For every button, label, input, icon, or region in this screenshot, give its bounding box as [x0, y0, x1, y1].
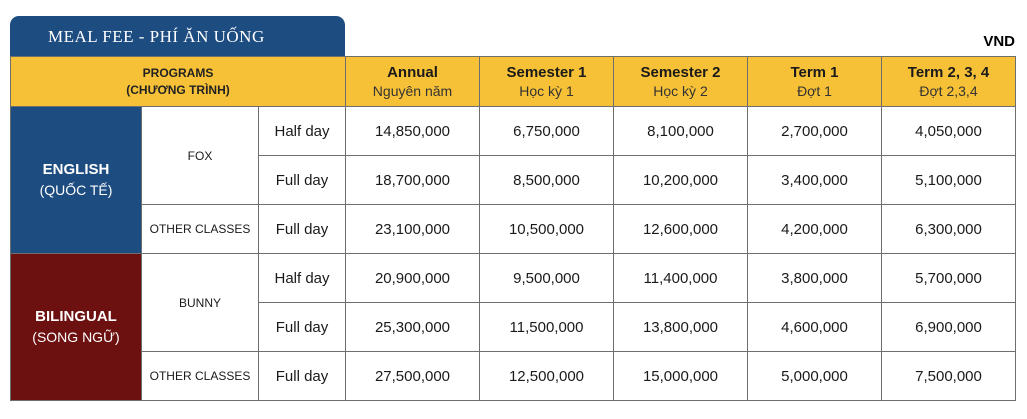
- column-header-sub: Học kỳ 1: [519, 82, 574, 99]
- fee-cell: 5,700,000: [881, 253, 1016, 303]
- column-header: Term 2, 3, 4 Đợt 2,3,4: [881, 56, 1016, 107]
- fee-cell: 6,750,000: [479, 106, 614, 156]
- column-header-sub: Học kỳ 2: [653, 82, 708, 99]
- fee-cell: 7,500,000: [881, 351, 1016, 401]
- fee-cell: 8,100,000: [613, 106, 748, 156]
- class-name: BUNNY: [141, 253, 259, 352]
- fee-cell: 23,100,000: [345, 204, 480, 254]
- fee-cell: 5,100,000: [881, 155, 1016, 205]
- fee-cell: 14,850,000: [345, 106, 480, 156]
- programs-header-label: PROGRAMS: [142, 65, 214, 80]
- class-name: OTHER CLASSES: [141, 351, 259, 401]
- programs-header: PROGRAMS (CHƯƠNG TRÌNH): [10, 56, 346, 107]
- table-row: OTHER CLASSES Full day 23,100,000 10,500…: [11, 204, 1016, 254]
- column-header: Semester 1 Học kỳ 1: [479, 56, 614, 107]
- duration-cell: Full day: [258, 351, 346, 401]
- fee-cell: 11,500,000: [479, 302, 614, 352]
- column-header-label: Annual: [387, 63, 438, 81]
- duration-cell: Full day: [258, 155, 346, 205]
- fee-cell: 13,800,000: [613, 302, 748, 352]
- group-sub: (SONG NGỮ): [32, 329, 120, 345]
- fee-cell: 10,200,000: [613, 155, 748, 205]
- fee-cell: 11,400,000: [613, 253, 748, 303]
- currency-label: VND: [983, 33, 1015, 50]
- fee-cell: 15,000,000: [613, 351, 748, 401]
- fee-cell: 12,500,000: [479, 351, 614, 401]
- meal-fee-table: PROGRAMS (CHƯƠNG TRÌNH) Annual Nguyên nă…: [10, 56, 1016, 401]
- fee-cell: 6,300,000: [881, 204, 1016, 254]
- fee-cell: 2,700,000: [747, 106, 882, 156]
- programs-header-sub: (CHƯƠNG TRÌNH): [126, 82, 230, 97]
- fee-cell: 4,600,000: [747, 302, 882, 352]
- column-header-label: Term 2, 3, 4: [907, 63, 990, 81]
- header-row: PROGRAMS (CHƯƠNG TRÌNH) Annual Nguyên nă…: [10, 56, 1016, 107]
- group-name: ENGLISH: [42, 161, 110, 178]
- column-header-label: Semester 2: [640, 63, 721, 81]
- fee-cell: 25,300,000: [345, 302, 480, 352]
- table-row: Full day 25,300,000 11,500,000 13,800,00…: [11, 302, 1016, 352]
- class-name: FOX: [141, 106, 259, 205]
- table-row: OTHER CLASSES Full day 27,500,000 12,500…: [11, 351, 1016, 401]
- column-header-sub: Nguyên năm: [372, 82, 453, 99]
- group-sub: (QUỐC TẾ): [39, 182, 113, 198]
- fee-cell: 6,900,000: [881, 302, 1016, 352]
- column-header-label: Semester 1: [506, 63, 587, 81]
- fee-cell: 9,500,000: [479, 253, 614, 303]
- table-row: ENGLISH (QUỐC TẾ) FOX Half day 14,850,00…: [10, 106, 1016, 254]
- column-header: Semester 2 Học kỳ 2: [613, 56, 748, 107]
- duration-cell: Full day: [258, 302, 346, 352]
- table-row: BILINGUAL (SONG NGỮ) BUNNY Half day 20,9…: [10, 253, 1016, 401]
- duration-cell: Full day: [258, 204, 346, 254]
- column-header: Annual Nguyên năm: [345, 56, 480, 107]
- fee-cell: 5,000,000: [747, 351, 882, 401]
- duration-cell: Half day: [258, 106, 346, 156]
- fee-cell: 10,500,000: [479, 204, 614, 254]
- column-header-sub: Đợt 2,3,4: [919, 82, 978, 99]
- table-title: MEAL FEE - PHÍ ĂN UỐNG: [10, 16, 345, 56]
- column-header: Term 1 Đợt 1: [747, 56, 882, 107]
- duration-cell: Half day: [258, 253, 346, 303]
- group-cell-bilingual: BILINGUAL (SONG NGỮ): [10, 253, 142, 401]
- fee-cell: 20,900,000: [345, 253, 480, 303]
- column-header-label: Term 1: [790, 63, 839, 81]
- fee-cell: 8,500,000: [479, 155, 614, 205]
- table-row: Full day 18,700,000 8,500,000 10,200,000…: [11, 155, 1016, 205]
- group-name: BILINGUAL: [35, 308, 117, 325]
- fee-cell: 3,400,000: [747, 155, 882, 205]
- column-header-sub: Đợt 1: [797, 82, 832, 99]
- class-name: OTHER CLASSES: [141, 204, 259, 254]
- fee-cell: 3,800,000: [747, 253, 882, 303]
- fee-cell: 18,700,000: [345, 155, 480, 205]
- fee-cell: 4,200,000: [747, 204, 882, 254]
- group-cell-english: ENGLISH (QUỐC TẾ): [10, 106, 142, 254]
- fee-cell: 27,500,000: [345, 351, 480, 401]
- fee-cell: 4,050,000: [881, 106, 1016, 156]
- fee-cell: 12,600,000: [613, 204, 748, 254]
